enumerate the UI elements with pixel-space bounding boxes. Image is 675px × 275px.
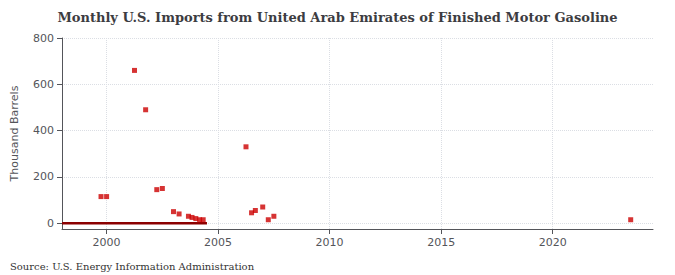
svg-text:Thousand Barrels: Thousand Barrels — [8, 85, 21, 182]
svg-text:2020: 2020 — [539, 236, 567, 249]
svg-text:2015: 2015 — [427, 236, 455, 249]
svg-text:2005: 2005 — [204, 236, 232, 249]
svg-text:400: 400 — [33, 124, 54, 137]
svg-text:Source: U.S. Energy Informatio: Source: U.S. Energy Information Administ… — [10, 261, 255, 272]
svg-text:600: 600 — [33, 78, 54, 91]
svg-text:800: 800 — [33, 32, 54, 45]
svg-text:Monthly U.S. Imports from Unit: Monthly U.S. Imports from United Arab Em… — [57, 10, 617, 25]
svg-text:200: 200 — [33, 170, 54, 183]
svg-text:2000: 2000 — [93, 236, 121, 249]
svg-text:0: 0 — [47, 217, 54, 230]
svg-text:2010: 2010 — [316, 236, 344, 249]
